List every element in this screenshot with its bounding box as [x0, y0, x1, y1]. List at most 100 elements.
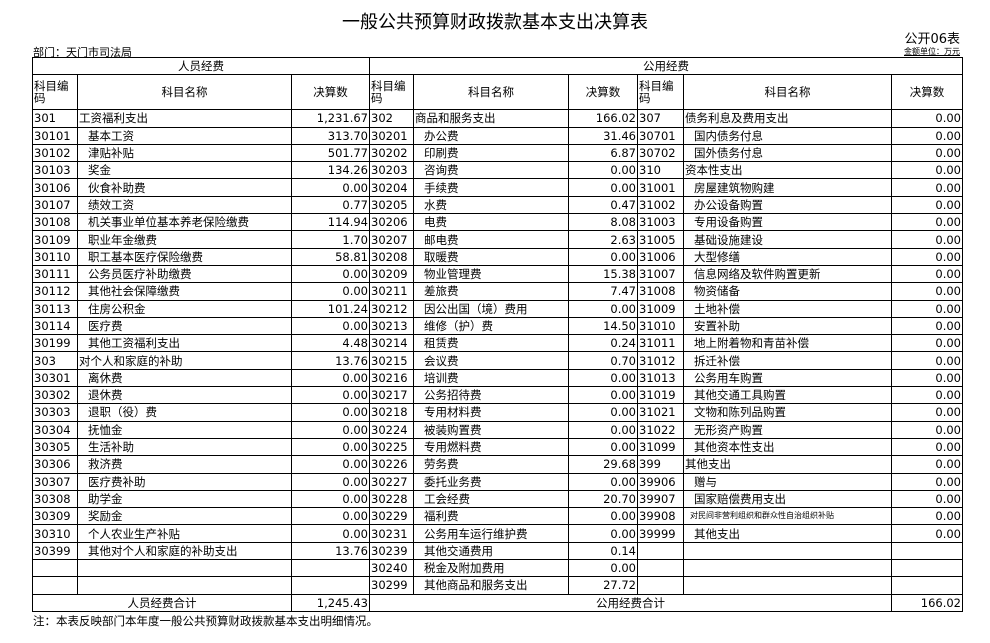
cell-amount: 0.00 — [891, 143, 963, 163]
cell-name: 因公出国（境）费用 — [413, 299, 569, 318]
cell-code: 30227 — [369, 472, 414, 491]
cell-amount — [891, 559, 963, 578]
cell-code: 30103 — [32, 161, 78, 180]
cell-code: 30112 — [32, 282, 78, 301]
cell-amount: 134.26 — [291, 161, 370, 180]
cell-name: 机关事业单位基本养老保险缴费 — [77, 213, 292, 232]
cell-code: 31002 — [637, 195, 684, 215]
cell-name: 物资储备 — [683, 282, 892, 301]
cell-name: 取暖费 — [413, 247, 569, 266]
cell-name: 医疗费补助 — [77, 472, 292, 491]
cell-amount: 0.00 — [568, 437, 638, 457]
table-row: 30109 职业年金缴费 1.70 30207 邮电费 2.63 31005 基础设施建设 0.… — [32, 230, 963, 249]
table-row: 30102 津贴补贴 501.77 30202 印刷费 6.87 30702 国外债务付息 0.… — [32, 143, 963, 163]
table-row: 30111 公务员医疗补助缴费 0.00 30209 物业管理费 15.38 31007 信息… — [32, 264, 963, 284]
cell-name — [683, 576, 892, 595]
cell-name: 租赁费 — [413, 334, 569, 353]
cell-name: 培训费 — [413, 368, 569, 388]
cell-code: 30305 — [32, 437, 78, 457]
cell-code: 30207 — [369, 230, 414, 249]
cell-amount: 13.76 — [291, 351, 370, 370]
table-row: 30306 救济费 0.00 30226 劳务费 29.68 399 其他支出 0.00 — [32, 455, 963, 474]
cell-amount: 0.00 — [291, 524, 370, 543]
cell-name: 奖金 — [77, 161, 292, 180]
cell-amount: 0.00 — [891, 161, 963, 180]
personnel-total-value: 1,245.43 — [291, 593, 370, 612]
cell-code: 30114 — [32, 316, 78, 336]
cell-amount: 0.00 — [568, 403, 638, 422]
cell-amount: 0.00 — [568, 178, 638, 197]
cell-code: 30216 — [369, 368, 414, 388]
cell-code: 30303 — [32, 403, 78, 422]
table-row: 30107 绩效工资 0.77 30205 水费 0.47 31002 办公设备购置 0.00 — [32, 195, 963, 215]
cell-name: 商品和服务支出 — [413, 109, 569, 128]
cell-amount: 58.81 — [291, 247, 370, 266]
cell-code: 30308 — [32, 489, 78, 509]
cell-name: 医疗费 — [77, 316, 292, 336]
cell-amount: 0.00 — [891, 195, 963, 215]
cell-amount: 0.00 — [291, 178, 370, 197]
cell-code: 30201 — [369, 126, 414, 145]
cell-name: 其他对个人和家庭的补助支出 — [77, 541, 292, 561]
cell-code: 31001 — [637, 178, 684, 197]
cell-code: 30702 — [637, 143, 684, 163]
cell-code: 30205 — [369, 195, 414, 215]
cell-code: 30217 — [369, 386, 414, 405]
cell-code: 30309 — [32, 507, 78, 526]
cell-name: 其他工资福利支出 — [77, 334, 292, 353]
cell-amount: 0.00 — [568, 524, 638, 543]
cell-code: 31008 — [637, 282, 684, 301]
cell-name: 绩效工资 — [77, 195, 292, 215]
footnote: 注：本表反映部门本年度一般公共预算财政拨款基本支出明细情况。 — [33, 614, 378, 628]
table-row: 30101 基本工资 313.70 30201 办公费 31.46 30701 国内债务付息 0… — [32, 126, 963, 145]
cell-code: 30110 — [32, 247, 78, 266]
report-title: 一般公共预算财政拨款基本支出决算表 — [342, 12, 648, 33]
cell-name: 助学金 — [77, 489, 292, 509]
cell-amount: 14.50 — [568, 316, 638, 336]
cell-amount: 114.94 — [291, 213, 370, 232]
cell-name: 专用设备购置 — [683, 213, 892, 232]
cell-name: 职工基本医疗保险缴费 — [77, 247, 292, 266]
cell-amount: 4.48 — [291, 334, 370, 353]
cell-amount — [891, 541, 963, 561]
cell-name: 抚恤金 — [77, 420, 292, 439]
cell-code: 30304 — [32, 420, 78, 439]
table-row: 30305 生活补助 0.00 30225 专用燃料费 0.00 31099 其他资本性支出 0… — [32, 437, 963, 457]
expenditure-table: 人员经费 公用经费 科目编码 科目名称 决算数 科目编码 科目名称 决算数 科目编码 科目名称… — [32, 56, 963, 612]
cell-code: 31009 — [637, 299, 684, 318]
cell-amount: 1.70 — [291, 230, 370, 249]
table-row: 30308 助学金 0.00 30228 工会经费 20.70 39907 国家赔偿费用支出 0… — [32, 489, 963, 509]
cell-amount: 0.00 — [891, 437, 963, 457]
cell-amount: 0.00 — [891, 334, 963, 353]
cell-code: 30215 — [369, 351, 414, 370]
cell-code: 30102 — [32, 143, 78, 163]
cell-code: 31021 — [637, 403, 684, 422]
cell-amount: 0.00 — [891, 230, 963, 249]
cell-amount: 313.70 — [291, 126, 370, 145]
cell-name: 对民间非营利组织和群众性自治组织补贴 — [683, 507, 892, 526]
cell-name: 拆迁补偿 — [683, 351, 892, 370]
cell-amount: 0.00 — [291, 316, 370, 336]
cell-code: 39999 — [637, 524, 684, 543]
totals-row: 人员经费合计 1,245.43 公用经费合计 166.02 — [32, 593, 963, 612]
cell-amount: 0.00 — [568, 420, 638, 439]
cell-name: 咨询费 — [413, 161, 569, 180]
cell-amount: 0.00 — [568, 386, 638, 405]
header-code: 科目编码 — [369, 74, 414, 111]
cell-name: 赠与 — [683, 472, 892, 491]
personnel-total-label: 人员经费合计 — [32, 593, 292, 612]
cell-name: 国家赔偿费用支出 — [683, 489, 892, 509]
cell-name: 其他交通工具购置 — [683, 386, 892, 405]
cell-code: 30206 — [369, 213, 414, 232]
header-name: 科目名称 — [77, 74, 292, 111]
cell-amount: 0.00 — [291, 403, 370, 422]
cell-code: 30218 — [369, 403, 414, 422]
cell-amount: 0.00 — [291, 282, 370, 301]
cell-amount: 0.00 — [891, 213, 963, 232]
cell-code: 399 — [637, 455, 684, 474]
cell-name: 印刷费 — [413, 143, 569, 163]
group-personnel: 人员经费 — [32, 56, 370, 76]
cell-amount: 0.00 — [291, 455, 370, 474]
cell-code: 31019 — [637, 386, 684, 405]
cell-amount: 0.00 — [568, 161, 638, 180]
